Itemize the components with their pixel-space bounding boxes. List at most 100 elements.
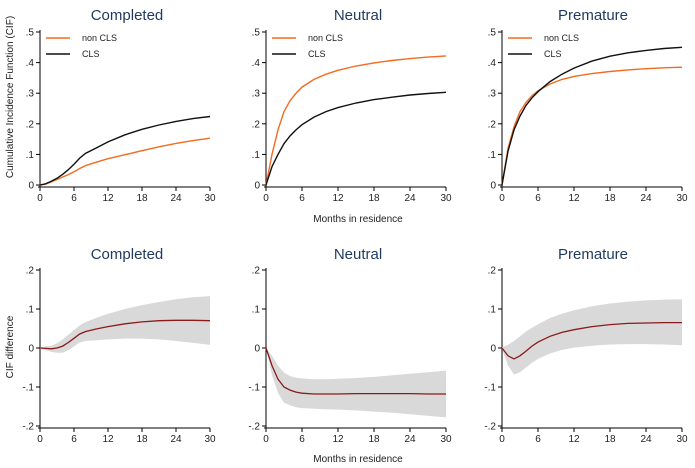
y-tick-label: .4 bbox=[488, 58, 497, 69]
legend-label-non-cls: non CLS bbox=[82, 33, 117, 43]
y-tick-label: -.1 bbox=[484, 383, 496, 394]
y-tick-label: .1 bbox=[26, 305, 35, 316]
panel-title: Neutral bbox=[334, 246, 382, 263]
y-tick-label: 0 bbox=[28, 344, 34, 355]
x-tick-label: 18 bbox=[368, 193, 380, 204]
y-tick-label: .3 bbox=[26, 89, 35, 100]
panel-2: Neutral 0 .1 .2 .3 .4 .5 0 6 12 18 24 30 non CLS CLS bbox=[252, 7, 452, 204]
x-tick-label: 18 bbox=[604, 193, 616, 204]
panel-title: Premature bbox=[558, 7, 628, 24]
y-tick-label: 0 bbox=[28, 181, 34, 192]
x-tick-label: 18 bbox=[604, 434, 616, 445]
x-tick-label: 0 bbox=[37, 434, 43, 445]
x-tick-label: 6 bbox=[535, 193, 541, 204]
y-tick-label: .5 bbox=[26, 28, 35, 39]
top-row-ylabel: Cumulative Incidence Function (CIF) bbox=[5, 16, 16, 178]
y-tick-label: .2 bbox=[26, 119, 35, 130]
x-tick-label: 24 bbox=[404, 434, 416, 445]
x-tick-label: 0 bbox=[263, 193, 269, 204]
x-tick-label: 24 bbox=[640, 434, 652, 445]
x-tick-label: 18 bbox=[136, 193, 148, 204]
series-line-cls bbox=[39, 115, 211, 186]
panel-title: Completed bbox=[91, 246, 164, 263]
panel-4: Completed -.2 -.1 0 .1 .2 0 6 12 18 24 30 bbox=[22, 246, 216, 445]
y-tick-label: .2 bbox=[488, 119, 497, 130]
y-tick-label: -.2 bbox=[22, 422, 34, 433]
series-line-cls bbox=[265, 91, 447, 186]
x-tick-label: 0 bbox=[263, 434, 269, 445]
x-tick-label: 12 bbox=[332, 193, 344, 204]
panel-6: Premature -.2 -.1 0 .1 .2 0 6 12 18 24 30 bbox=[484, 246, 688, 445]
series-line-non-cls bbox=[501, 66, 683, 186]
x-tick-label: 24 bbox=[404, 193, 416, 204]
legend-label-cls: CLS bbox=[308, 49, 326, 59]
x-tick-label: 0 bbox=[499, 193, 505, 204]
bottom-row-ylabel: CIF difference bbox=[5, 315, 16, 378]
legend-label-non-cls: non CLS bbox=[308, 33, 343, 43]
legend-label-cls: CLS bbox=[544, 49, 562, 59]
x-tick-label: 12 bbox=[568, 434, 580, 445]
y-tick-label: -.1 bbox=[248, 383, 260, 394]
panel-3: Premature 0 .1 .2 .3 .4 .5 0 6 12 18 24 30 non CLS CLS bbox=[488, 7, 688, 204]
legend-label-non-cls: non CLS bbox=[544, 33, 579, 43]
y-tick-label: .5 bbox=[488, 28, 497, 39]
y-tick-label: .1 bbox=[488, 305, 497, 316]
y-tick-label: .4 bbox=[252, 58, 261, 69]
x-tick-label: 12 bbox=[332, 434, 344, 445]
y-tick-label: -.2 bbox=[248, 422, 260, 433]
y-tick-label: .1 bbox=[252, 150, 261, 161]
x-tick-label: 6 bbox=[299, 193, 305, 204]
series-line-cif-difference bbox=[39, 319, 211, 350]
top-row-xlabel: Months in residence bbox=[313, 214, 403, 225]
y-tick-label: 0 bbox=[490, 181, 496, 192]
y-tick-label: -.1 bbox=[22, 383, 34, 394]
x-tick-label: 18 bbox=[136, 434, 148, 445]
y-tick-label: .3 bbox=[488, 89, 497, 100]
x-tick-label: 30 bbox=[676, 434, 688, 445]
x-tick-label: 30 bbox=[440, 434, 452, 445]
x-tick-label: 30 bbox=[440, 193, 452, 204]
x-tick-label: 6 bbox=[71, 434, 77, 445]
x-tick-label: 0 bbox=[37, 193, 43, 204]
panel-1: Completed 0 .1 .2 .3 .4 .5 0 6 12 18 24 30 non CLS CLS bbox=[26, 7, 216, 204]
panel-title: Premature bbox=[558, 246, 628, 263]
y-tick-label: .2 bbox=[26, 266, 35, 277]
x-tick-label: 0 bbox=[499, 434, 505, 445]
x-tick-label: 6 bbox=[71, 193, 77, 204]
y-tick-label: .3 bbox=[252, 89, 261, 100]
y-tick-label: .2 bbox=[252, 119, 261, 130]
y-tick-label: .1 bbox=[252, 305, 261, 316]
x-tick-label: 30 bbox=[204, 434, 216, 445]
y-tick-label: .4 bbox=[26, 58, 35, 69]
x-tick-label: 12 bbox=[102, 193, 114, 204]
series-line-cif-difference bbox=[501, 321, 682, 360]
y-tick-label: -.2 bbox=[484, 422, 496, 433]
x-tick-label: 18 bbox=[368, 434, 380, 445]
confidence-band bbox=[266, 348, 446, 418]
bottom-row-xlabel: Months in residence bbox=[313, 454, 403, 465]
series-line-non-cls bbox=[39, 137, 211, 186]
legend-label-cls: CLS bbox=[82, 49, 100, 59]
y-tick-label: .2 bbox=[252, 266, 261, 277]
series-line-non-cls bbox=[265, 55, 447, 186]
confidence-band bbox=[502, 299, 682, 375]
series-line-cif-difference bbox=[265, 347, 446, 395]
y-tick-label: .1 bbox=[26, 150, 35, 161]
x-tick-label: 6 bbox=[299, 434, 305, 445]
y-tick-label: .2 bbox=[488, 266, 497, 277]
panels-group: Completed 0 .1 .2 .3 .4 .5 0 6 12 18 24 30 non CLS CLS… bbox=[22, 7, 688, 445]
panel-title: Neutral bbox=[334, 7, 382, 24]
panel-5: Neutral -.2 -.1 0 .1 .2 0 6 12 18 24 30 bbox=[248, 246, 452, 445]
x-tick-label: 12 bbox=[568, 193, 580, 204]
y-tick-label: 0 bbox=[254, 181, 260, 192]
x-tick-label: 30 bbox=[676, 193, 688, 204]
x-tick-label: 24 bbox=[170, 193, 182, 204]
y-tick-label: 0 bbox=[254, 344, 260, 355]
x-tick-label: 30 bbox=[204, 193, 216, 204]
y-tick-label: .5 bbox=[252, 28, 261, 39]
x-tick-label: 12 bbox=[102, 434, 114, 445]
y-tick-label: 0 bbox=[490, 344, 496, 355]
x-tick-label: 24 bbox=[170, 434, 182, 445]
x-tick-label: 24 bbox=[640, 193, 652, 204]
